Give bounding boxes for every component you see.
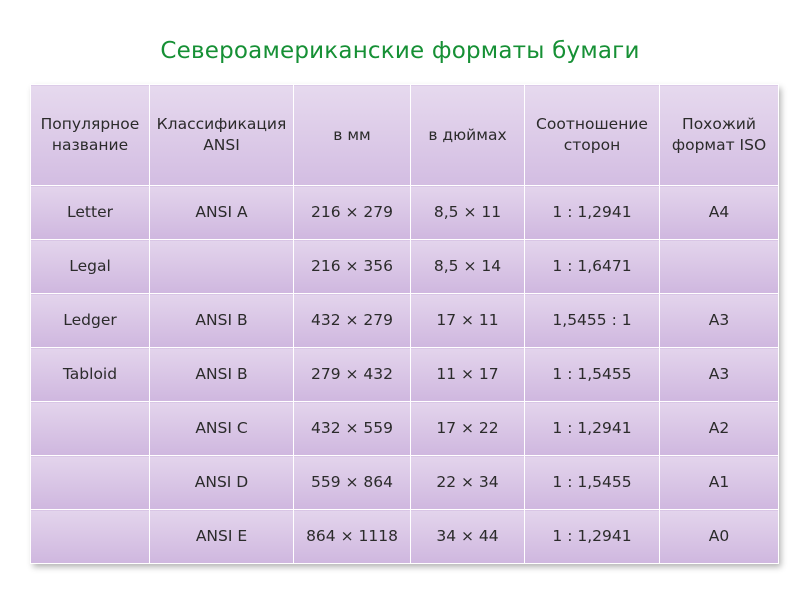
table-row: ANSI D 559 × 864 22 × 34 1 : 1,5455 A1 [30, 455, 779, 510]
cell-ansi-classification: ANSI A [149, 185, 294, 240]
cell-ansi-classification [149, 239, 294, 294]
header-size-mm: в мм [293, 84, 411, 186]
table-row: Letter ANSI A 216 × 279 8,5 × 11 1 : 1,2… [30, 185, 779, 240]
cell-size-mm: 432 × 279 [293, 293, 411, 348]
cell-popular-name: Ledger [30, 293, 150, 348]
cell-popular-name [30, 455, 150, 510]
cell-aspect-ratio: 1 : 1,5455 [524, 455, 660, 510]
cell-size-inches: 8,5 × 11 [410, 185, 525, 240]
table-row: Legal 216 × 356 8,5 × 14 1 : 1,6471 [30, 239, 779, 294]
cell-size-mm: 216 × 279 [293, 185, 411, 240]
cell-ansi-classification: ANSI B [149, 347, 294, 402]
table-row: Tabloid ANSI B 279 × 432 11 × 17 1 : 1,5… [30, 347, 779, 402]
header-popular-name: Популярное название [30, 84, 150, 186]
cell-size-mm: 432 × 559 [293, 401, 411, 456]
cell-popular-name: Tabloid [30, 347, 150, 402]
cell-aspect-ratio: 1,5455 : 1 [524, 293, 660, 348]
cell-popular-name: Letter [30, 185, 150, 240]
table-row: Ledger ANSI B 432 × 279 17 × 11 1,5455 :… [30, 293, 779, 348]
cell-similar-iso: A1 [659, 455, 779, 510]
cell-size-mm: 216 × 356 [293, 239, 411, 294]
header-aspect-ratio: Соотношение сторон [524, 84, 660, 186]
cell-ansi-classification: ANSI E [149, 509, 294, 564]
table-row: ANSI E 864 × 1118 34 × 44 1 : 1,2941 A0 [30, 509, 779, 564]
cell-aspect-ratio: 1 : 1,2941 [524, 185, 660, 240]
cell-size-inches: 17 × 22 [410, 401, 525, 456]
cell-similar-iso [659, 239, 779, 294]
cell-similar-iso: A4 [659, 185, 779, 240]
cell-popular-name [30, 509, 150, 564]
header-ansi-classification: Классификация ANSI [149, 84, 294, 186]
cell-size-mm: 559 × 864 [293, 455, 411, 510]
slide-title: Североамериканские форматы бумаги [160, 38, 640, 64]
cell-similar-iso: A3 [659, 293, 779, 348]
cell-size-inches: 22 × 34 [410, 455, 525, 510]
cell-aspect-ratio: 1 : 1,2941 [524, 509, 660, 564]
cell-size-inches: 11 × 17 [410, 347, 525, 402]
cell-size-mm: 864 × 1118 [293, 509, 411, 564]
cell-popular-name [30, 401, 150, 456]
cell-aspect-ratio: 1 : 1,2941 [524, 401, 660, 456]
paper-formats-table: Популярное название Классификация ANSI в… [30, 84, 779, 564]
cell-aspect-ratio: 1 : 1,5455 [524, 347, 660, 402]
table-row: ANSI C 432 × 559 17 × 22 1 : 1,2941 A2 [30, 401, 779, 456]
header-size-inches: в дюймах [410, 84, 525, 186]
table-header-row: Популярное название Классификация ANSI в… [30, 84, 779, 186]
cell-similar-iso: A0 [659, 509, 779, 564]
cell-ansi-classification: ANSI D [149, 455, 294, 510]
header-similar-iso: Похожий формат ISO [659, 84, 779, 186]
cell-size-inches: 34 × 44 [410, 509, 525, 564]
paper-formats-table-container: Популярное название Классификация ANSI в… [30, 84, 779, 564]
cell-size-inches: 17 × 11 [410, 293, 525, 348]
cell-similar-iso: A3 [659, 347, 779, 402]
cell-similar-iso: A2 [659, 401, 779, 456]
cell-ansi-classification: ANSI B [149, 293, 294, 348]
cell-popular-name: Legal [30, 239, 150, 294]
cell-aspect-ratio: 1 : 1,6471 [524, 239, 660, 294]
cell-ansi-classification: ANSI C [149, 401, 294, 456]
cell-size-mm: 279 × 432 [293, 347, 411, 402]
cell-size-inches: 8,5 × 14 [410, 239, 525, 294]
